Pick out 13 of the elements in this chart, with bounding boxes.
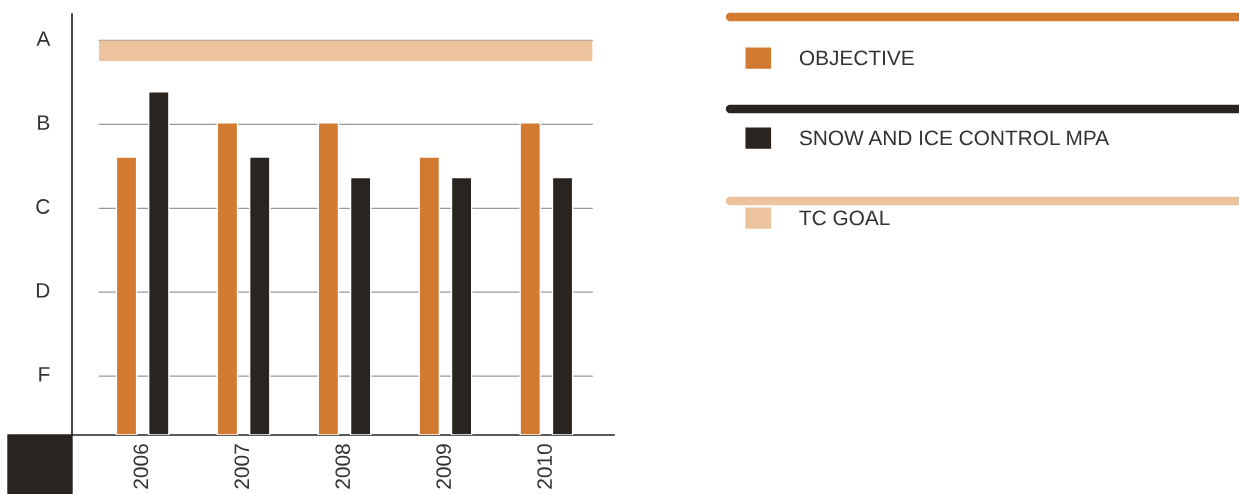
- legend-label: SNOW AND ICE CONTROL MPA: [799, 130, 1110, 146]
- x-tick-label: 2010: [537, 444, 552, 489]
- text: B: [38, 115, 50, 130]
- x-tick-label: 2007: [234, 444, 250, 489]
- x-tick-label: 2006: [133, 444, 149, 489]
- x-tick-label: 2009: [436, 444, 452, 489]
- text: D: [36, 283, 50, 298]
- text: C: [36, 199, 50, 214]
- x-tick-label: 2008: [335, 444, 351, 489]
- legend-label: TC GOAL: [799, 210, 890, 226]
- text: A: [36, 31, 51, 46]
- text: F: [39, 367, 50, 382]
- legend-label: OBJECTIVE: [799, 50, 914, 66]
